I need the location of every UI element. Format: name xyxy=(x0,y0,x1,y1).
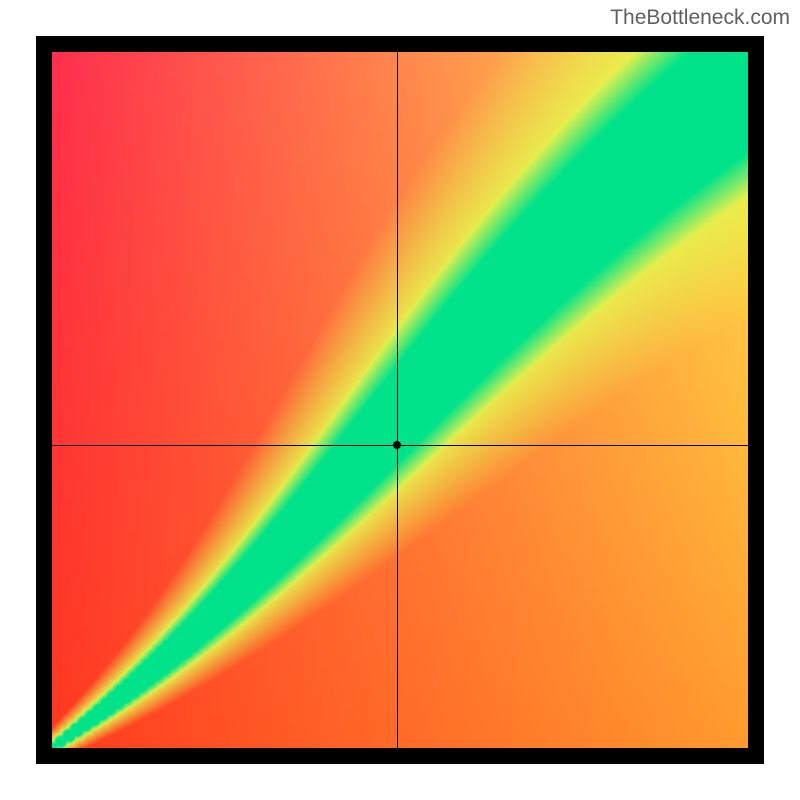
crosshair-vertical xyxy=(397,52,398,748)
heatmap-canvas xyxy=(52,52,748,748)
crosshair-marker xyxy=(393,441,401,449)
plot-frame xyxy=(36,36,764,764)
watermark-label: TheBottleneck.com xyxy=(610,6,790,30)
chart-container: TheBottleneck.com xyxy=(0,0,800,800)
